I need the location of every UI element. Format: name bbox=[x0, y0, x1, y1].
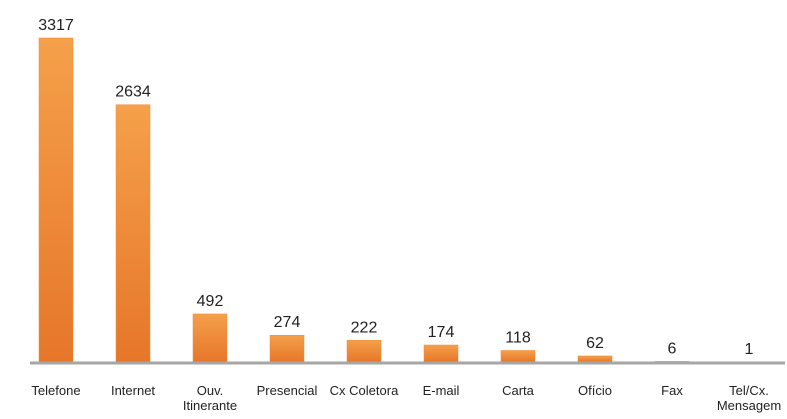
x-tick-label: Ofício bbox=[578, 383, 612, 398]
bar bbox=[577, 355, 613, 363]
value-label: 3317 bbox=[38, 17, 74, 34]
value-label: 274 bbox=[274, 314, 301, 331]
x-tick-label: Presencial bbox=[256, 383, 318, 398]
x-tick-label: Internet bbox=[110, 383, 156, 398]
bar bbox=[423, 344, 459, 363]
bar bbox=[115, 104, 151, 363]
value-label: 1 bbox=[745, 341, 754, 358]
x-tick-label: Ouv. Itinerante bbox=[182, 383, 238, 413]
bar bbox=[346, 340, 382, 363]
bar bbox=[192, 313, 228, 363]
value-label: 62 bbox=[586, 335, 604, 352]
x-tick-label: Telefone bbox=[31, 383, 81, 398]
bar bbox=[500, 350, 536, 363]
value-label: 118 bbox=[505, 329, 531, 346]
x-tick-label: Cx Coletora bbox=[329, 383, 399, 398]
x-tick-label: Fax bbox=[661, 383, 683, 398]
value-label: 492 bbox=[197, 293, 224, 310]
bar bbox=[269, 334, 305, 363]
value-label: 6 bbox=[668, 340, 677, 357]
x-tick-label: Tel/Cx. Mensagem bbox=[716, 383, 782, 413]
value-label: 174 bbox=[428, 324, 455, 341]
value-label: 222 bbox=[351, 319, 378, 336]
bar bbox=[38, 37, 74, 363]
x-tick-label: Carta bbox=[502, 383, 534, 398]
x-tick-label: E-mail bbox=[422, 383, 460, 398]
value-label: 2634 bbox=[115, 84, 151, 101]
